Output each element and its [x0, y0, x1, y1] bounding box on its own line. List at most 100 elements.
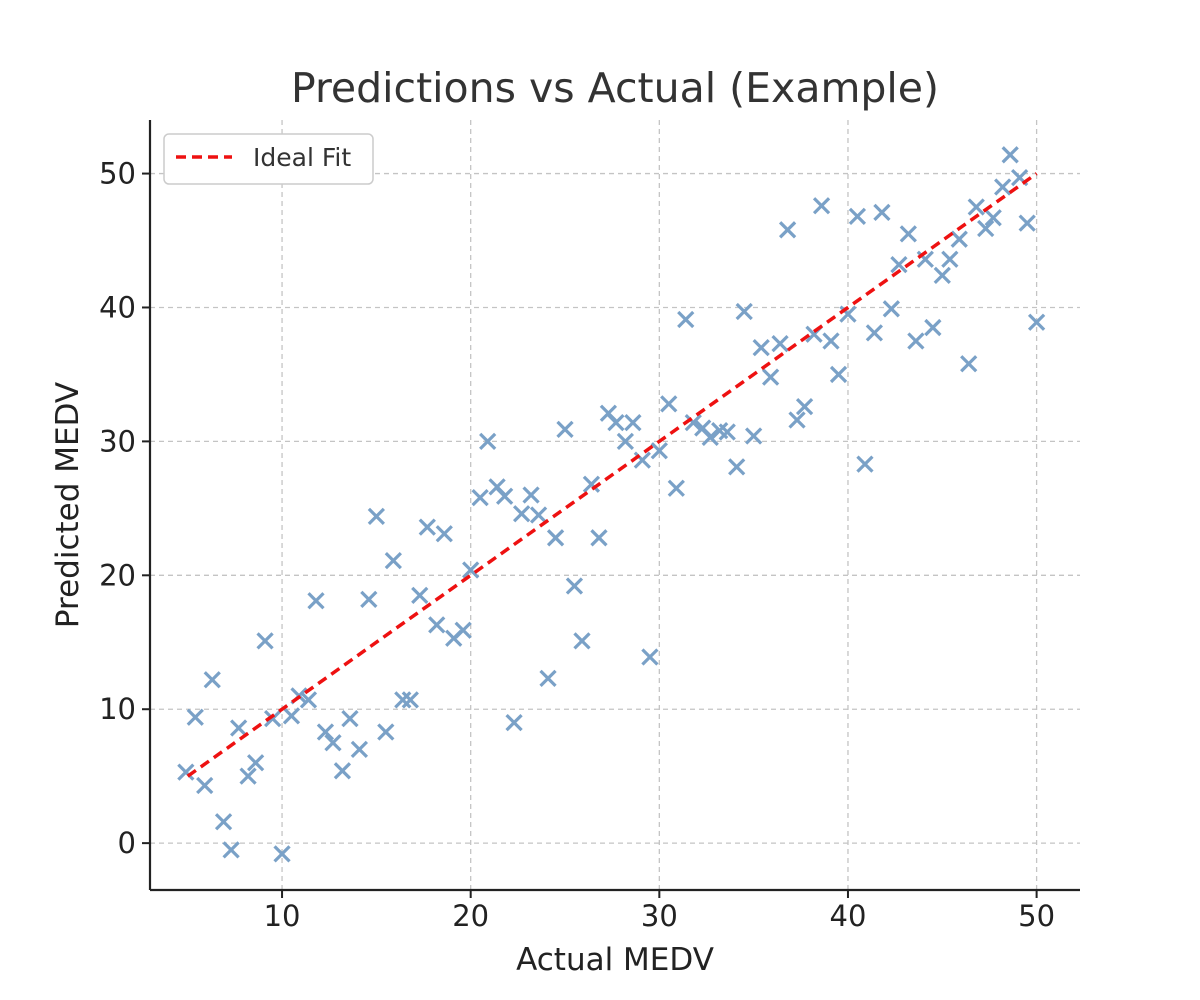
scatter-points [177, 146, 1046, 863]
scatter-point [512, 505, 531, 523]
scatter-point [186, 708, 204, 726]
scatter-point [1018, 214, 1036, 232]
scatter-point [273, 845, 291, 863]
scatter-point [247, 754, 265, 772]
scatter-point [367, 507, 386, 526]
scatter-point [641, 648, 659, 666]
scatter-point [546, 529, 565, 547]
scatter-point [529, 506, 548, 524]
scatter-point [994, 178, 1012, 196]
scatter-point [616, 432, 635, 451]
scatter-point [1027, 313, 1046, 331]
scatter-point [565, 577, 584, 595]
scatter-point [239, 767, 257, 785]
scatter-point [607, 414, 625, 432]
scatter-point [263, 709, 282, 728]
ideal-line-layer [186, 172, 1038, 778]
scatter-point [324, 734, 342, 752]
scatter-point [299, 691, 318, 709]
x-tick-label: 20 [452, 899, 489, 933]
y-tick-label: 20 [99, 558, 136, 592]
scatter-point [660, 395, 678, 413]
scatter-point [505, 713, 523, 732]
axes [148, 120, 1080, 892]
scatter-point [256, 632, 274, 650]
scatter-point [718, 423, 736, 441]
scatter-point [960, 355, 978, 373]
scatter-point [177, 763, 195, 781]
scatter-point [282, 707, 301, 725]
scatter-point [752, 339, 770, 357]
scatter-point [496, 487, 514, 505]
scatter-point [822, 332, 840, 350]
scatter-point [795, 397, 814, 416]
legend: Ideal Fit [163, 133, 374, 185]
scatter-point [829, 365, 848, 384]
scatter-point [360, 590, 378, 609]
scatter-point [882, 300, 900, 318]
scatter-point [984, 209, 1002, 227]
scatter-point [633, 451, 651, 469]
scatter-point [967, 198, 985, 216]
x-axis-label: Actual MEDV [516, 942, 714, 978]
y-tick-label: 40 [99, 290, 136, 324]
scatter-point [771, 335, 789, 353]
x-tick-label: 40 [830, 899, 867, 933]
legend-box [163, 133, 374, 185]
scatter-point [384, 551, 402, 570]
scatter-point [624, 414, 642, 432]
scatter-point [701, 428, 719, 447]
y-tick-label: 50 [99, 157, 136, 191]
scatter-point [582, 475, 601, 493]
scatter-point [735, 302, 753, 321]
scatter-point [454, 621, 472, 639]
ideal-fit-line [186, 172, 1038, 778]
scatter-point [522, 486, 540, 504]
scatter-point [341, 709, 359, 728]
scatter-point [401, 691, 419, 709]
scatter-point [479, 432, 497, 451]
scatter-point [435, 525, 453, 543]
scatter-point [933, 266, 951, 284]
scatter-point [865, 324, 884, 342]
scatter-point [977, 219, 995, 238]
scatter-point [418, 518, 436, 536]
scatter-point [556, 420, 574, 438]
scatter-point [222, 841, 240, 859]
scatter-point [788, 411, 806, 429]
ticks: 10 20 30 40 50 0 10 20 30 40 50 [99, 157, 1055, 933]
y-tick-label: 0 [118, 826, 136, 860]
scatter-point [394, 691, 412, 709]
scatter-point [411, 586, 429, 605]
scatter-point [573, 632, 591, 650]
scatter-point [650, 442, 668, 460]
scatter-point [778, 221, 797, 239]
scatter-point [590, 529, 608, 547]
scatter-point [471, 489, 489, 507]
scatter-point [924, 318, 942, 337]
y-axis-label: Predicted MEDV [50, 382, 86, 628]
scatter-point [684, 414, 702, 432]
scatter-point [428, 616, 446, 634]
scatter-point [745, 427, 763, 445]
scatter-point [890, 255, 908, 274]
y-tick-label: 30 [99, 424, 136, 458]
scatter-point [848, 207, 867, 226]
scatter-point [196, 776, 214, 795]
scatter-point [873, 203, 891, 222]
scatter-point [667, 479, 685, 497]
scatter-point [316, 723, 335, 741]
scatter-point [907, 332, 925, 350]
scatter-point [761, 368, 780, 386]
scatter-point [856, 455, 874, 473]
scatter-point [941, 250, 959, 268]
scatter-point [203, 671, 221, 689]
scatter-point [1001, 146, 1019, 164]
scatter-point [899, 225, 917, 243]
grid [150, 120, 1080, 890]
scatter-point [230, 719, 248, 737]
x-tick-label: 10 [264, 899, 301, 933]
scatter-point [350, 740, 369, 759]
x-tick-label: 50 [1018, 899, 1055, 933]
